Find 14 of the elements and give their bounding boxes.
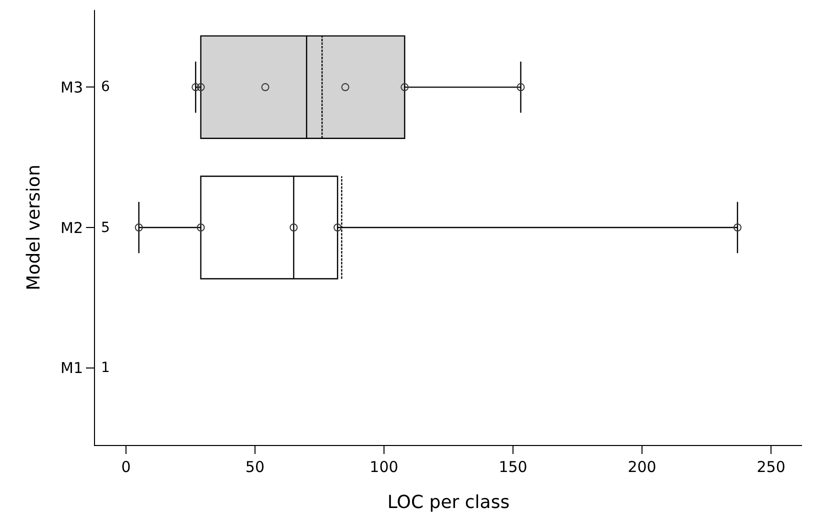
y-tick-label: M2	[60, 218, 83, 237]
x-tick-label: 0	[121, 458, 131, 476]
x-tick-label: 100	[370, 458, 398, 476]
x-tick-label: 150	[498, 458, 528, 476]
x-tick-label: 50	[245, 458, 265, 476]
y-axis-title: Model version	[24, 164, 45, 290]
annotation: 1	[101, 360, 110, 376]
x-tick-label: 250	[756, 458, 786, 476]
y-tick-label: M3	[60, 78, 83, 96]
y-tick-label: M1	[60, 359, 83, 378]
x-axis-title: LOC per class	[387, 492, 510, 514]
annotation: 6	[101, 79, 110, 95]
x-tick-label: 200	[628, 458, 656, 476]
annotation: 5	[101, 220, 110, 236]
